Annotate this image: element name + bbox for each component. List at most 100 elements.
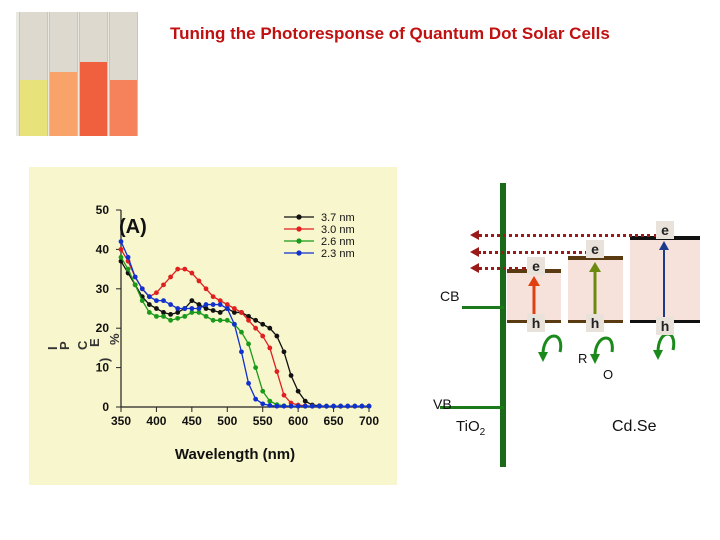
- legend-marker: [296, 238, 302, 244]
- data-point: [175, 306, 181, 311]
- legend-label: 2.3 nm: [321, 248, 355, 260]
- vial-liquid: [110, 80, 137, 136]
- vial-liquid: [80, 61, 107, 136]
- y-axis-label-fragment: I: [45, 346, 60, 350]
- legend-marker: [296, 250, 302, 256]
- hole-label: h: [586, 314, 604, 332]
- chart-legend: 3.7 nm3.0 nm2.6 nm2.3 nm: [284, 212, 355, 260]
- data-point: [210, 308, 216, 313]
- data-point: [189, 306, 195, 311]
- data-point: [139, 286, 145, 292]
- data-point: [154, 298, 159, 304]
- quantum-dot-vials-photo: [16, 12, 138, 136]
- data-point: [224, 317, 230, 323]
- tio2-interface-line: [500, 183, 506, 467]
- data-point: [210, 317, 216, 323]
- data-point: [118, 239, 124, 244]
- data-point: [224, 302, 230, 307]
- hole-label: h: [656, 317, 674, 335]
- data-point: [281, 403, 287, 409]
- y-axis-label-fragment: C: [75, 340, 90, 350]
- vb-label: VB: [433, 396, 452, 412]
- data-point: [132, 274, 138, 280]
- y-tick-label: 30: [96, 282, 110, 296]
- data-point: [345, 403, 351, 409]
- data-point: [260, 388, 266, 394]
- data-point: [267, 325, 273, 331]
- panel-label: (A): [119, 216, 147, 238]
- data-point: [154, 313, 159, 319]
- y-tick-label: 50: [96, 203, 110, 217]
- data-point: [331, 403, 336, 409]
- data-point: [175, 310, 181, 315]
- data-point: [231, 321, 237, 327]
- data-point: [161, 313, 166, 319]
- x-tick-label: 600: [288, 414, 308, 428]
- tio2-label-text: TiO: [456, 418, 480, 435]
- tio2-label: TiO2: [456, 418, 485, 438]
- x-tick-label: 550: [253, 414, 273, 428]
- data-point: [217, 317, 223, 323]
- data-point: [267, 345, 273, 351]
- tio2-conduction-band: [462, 306, 504, 309]
- vial: [49, 12, 78, 136]
- data-point: [125, 254, 131, 260]
- arrow-head: [528, 276, 540, 286]
- data-point: [253, 325, 259, 331]
- data-point: [260, 321, 266, 327]
- x-tick-label: 500: [217, 414, 237, 428]
- data-point: [239, 329, 244, 335]
- data-point: [246, 380, 251, 386]
- tio2-valence-band: [440, 406, 504, 409]
- data-point: [132, 282, 138, 288]
- arrow-head: [659, 241, 669, 250]
- data-point: [324, 403, 329, 409]
- x-axis-label: Wavelength (nm): [175, 446, 295, 463]
- hole-label: h: [527, 314, 545, 332]
- data-point: [168, 312, 174, 317]
- legend-label: 3.0 nm: [321, 224, 355, 236]
- data-point: [189, 310, 195, 315]
- y-axis-label: IP CE%): [45, 333, 122, 362]
- vial-liquid: [20, 80, 47, 136]
- vial: [79, 12, 108, 136]
- x-tick-label: 650: [324, 414, 344, 428]
- legend-marker: [296, 214, 302, 220]
- data-point: [146, 294, 152, 300]
- electron-label: e: [586, 240, 604, 258]
- y-tick-label: 20: [96, 321, 110, 335]
- data-point: [196, 278, 202, 284]
- vial: [19, 12, 48, 136]
- legend-label: 2.6 nm: [321, 236, 355, 248]
- qd-conduction-band: [568, 256, 623, 260]
- data-point: [366, 403, 372, 409]
- data-point: [146, 310, 152, 315]
- data-point: [182, 266, 188, 272]
- data-point: [246, 317, 251, 323]
- data-point: [217, 298, 223, 304]
- data-point: [154, 290, 159, 296]
- hole-scavenging-arrow: [656, 332, 676, 353]
- series-2-3-nm: [118, 239, 372, 409]
- data-point: [359, 403, 365, 409]
- data-point: [217, 310, 223, 315]
- data-point: [260, 333, 266, 339]
- x-tick-label: 400: [146, 414, 166, 428]
- data-point: [231, 306, 237, 311]
- data-point: [203, 313, 209, 319]
- data-point: [196, 310, 202, 315]
- data-point: [210, 294, 216, 300]
- x-tick-label: 700: [359, 414, 379, 428]
- data-point: [260, 401, 266, 407]
- data-point: [168, 302, 174, 307]
- vial-liquid: [50, 71, 77, 136]
- electron-label: e: [527, 257, 545, 275]
- y-axis-label-fragment: ): [97, 358, 112, 362]
- data-point: [288, 373, 294, 378]
- arrow-head: [470, 263, 479, 273]
- data-point: [267, 403, 273, 408]
- data-point: [246, 313, 251, 319]
- arrow-head: [589, 262, 601, 272]
- data-point: [203, 306, 209, 311]
- redox-r-label: R: [578, 351, 588, 366]
